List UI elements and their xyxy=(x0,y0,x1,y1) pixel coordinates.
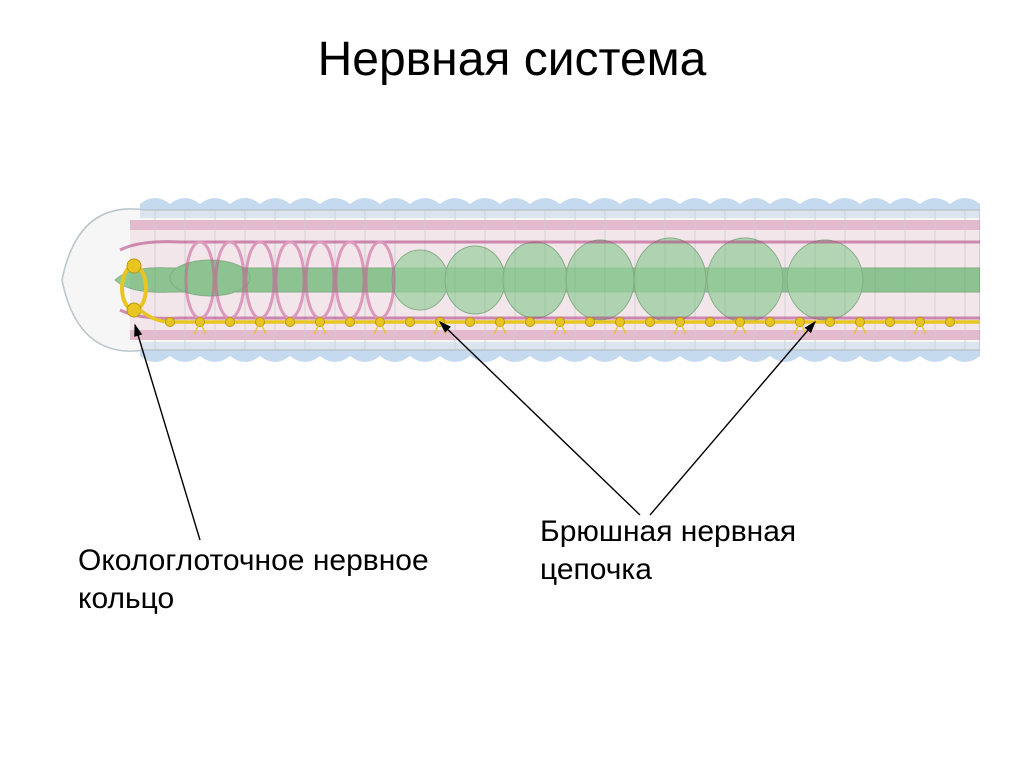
worm-diagram xyxy=(60,170,980,390)
label-peripharyngeal-ring: Окологлоточное нервное кольцо xyxy=(78,542,508,617)
label-ventral-nerve-cord: Брюшная нервная цепочка xyxy=(540,513,890,588)
page-title: Нервная система xyxy=(0,32,1024,87)
